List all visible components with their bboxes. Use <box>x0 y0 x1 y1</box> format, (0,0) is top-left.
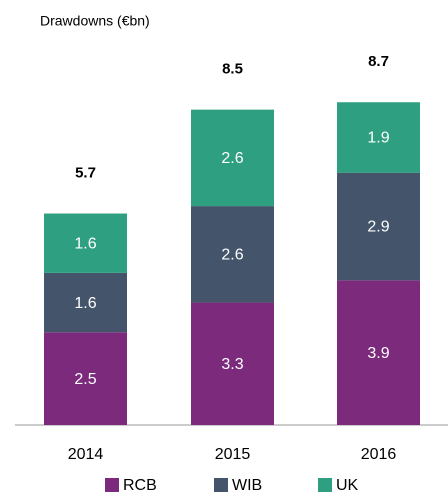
x-tick-label: 2015 <box>215 446 251 463</box>
bar-segment <box>337 172 420 281</box>
total-label: 8.7 <box>368 53 389 70</box>
bar-segment <box>44 332 127 425</box>
segment-label: 1.6 <box>74 295 96 312</box>
segment-label: 1.6 <box>74 235 96 252</box>
legend-label: WIB <box>232 477 262 494</box>
segment-label: 2.5 <box>74 371 96 388</box>
segment-label: 2.6 <box>221 247 243 264</box>
bar-segment <box>337 102 420 173</box>
bar-segment <box>44 213 127 273</box>
segment-label: 3.3 <box>221 356 243 373</box>
legend-label: RCB <box>123 477 157 494</box>
segment-label: 2.9 <box>367 219 389 236</box>
x-tick-label: 2014 <box>68 446 104 463</box>
segment-label: 1.9 <box>367 130 389 147</box>
total-label: 5.7 <box>75 164 96 181</box>
segment-label: 2.6 <box>221 150 243 167</box>
total-label: 8.5 <box>222 61 243 78</box>
bar-segment <box>337 280 420 425</box>
bar-segment <box>44 272 127 333</box>
x-tick-label: 2016 <box>361 446 397 463</box>
legend-swatch <box>318 478 332 492</box>
bar-segment <box>191 206 274 303</box>
bar-segment <box>191 302 274 425</box>
legend-swatch <box>214 478 228 492</box>
legend-label: UK <box>336 477 359 494</box>
segment-label: 3.9 <box>367 345 389 362</box>
legend-swatch <box>105 478 119 492</box>
chart-title: Drawdowns (€bn) <box>40 13 150 29</box>
bar-segment <box>191 109 274 207</box>
